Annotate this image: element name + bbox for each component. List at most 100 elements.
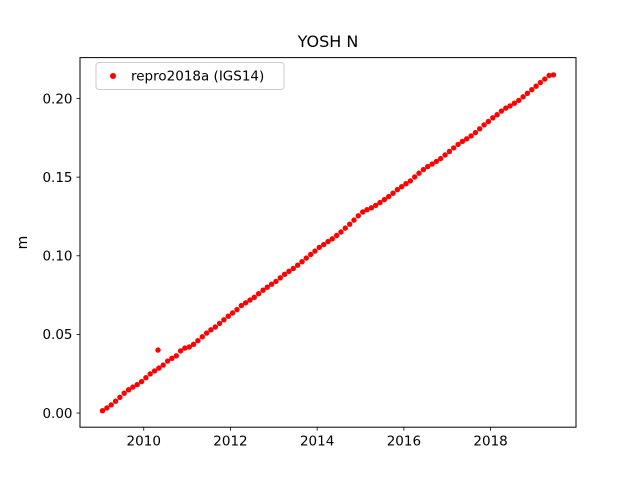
data-point [268,281,275,287]
data-point [507,103,513,109]
data-point [399,184,405,190]
data-point [542,76,548,82]
data-point [377,199,383,206]
data-point [286,268,292,274]
data-point [472,129,479,136]
data-point [368,205,375,211]
data-point [130,384,136,390]
data-point [260,287,266,293]
data-point [485,118,492,125]
data-point [394,186,401,193]
data-point [134,381,140,388]
data-point [524,90,531,97]
data-point [177,348,184,354]
data-point [112,398,119,404]
y-tick-label: 0.15 [42,170,72,186]
data-point [511,100,518,106]
data-point [104,405,110,411]
data-point [481,122,487,128]
data-point [203,330,210,336]
data-point [255,291,262,297]
data-point [494,112,500,118]
x-tick-label: 2010 [127,434,161,450]
data-point [308,251,314,258]
data-point [242,300,249,306]
data-point [459,138,466,145]
data-point [195,338,201,344]
x-tick-label: 2016 [387,434,421,450]
data-point [425,163,431,170]
data-point [342,225,348,231]
data-point [281,271,288,277]
y-tick-label: 0.10 [42,249,72,265]
data-point [316,244,322,251]
y-axis-label: m [15,236,31,250]
data-point [386,193,392,200]
data-point [338,229,344,235]
y-tick-label: 0.00 [42,406,72,422]
data-point [498,108,505,114]
x-tick-label: 2014 [300,434,334,450]
x-tick-label: 2018 [473,434,507,450]
data-point [373,202,379,209]
data-point [151,368,158,374]
data-point [364,207,370,213]
data-point [537,79,544,86]
data-point [468,133,474,139]
data-point [212,324,218,330]
data-point [407,178,414,184]
data-point [325,238,331,245]
data-point [490,115,496,121]
data-point [156,365,162,371]
data-point [412,174,418,180]
data-point [329,236,335,242]
data-point [529,87,535,93]
data-point [446,148,453,155]
data-point [438,155,444,162]
y-tick-labels: 0.00 0.05 0.10 0.15 0.20 [42,91,80,422]
data-point [238,302,244,309]
data-point [295,262,301,268]
data-point [277,275,283,281]
data-point [334,232,340,239]
data-point [147,371,153,377]
data-point [416,170,422,176]
scatter-points [99,72,557,414]
data-point [516,97,522,104]
data-point [299,259,305,265]
axes-frame [79,57,577,428]
data-point [108,402,114,408]
legend-box [95,62,285,90]
data-point [125,387,132,393]
data-point [251,294,257,300]
data-point [117,394,123,400]
data-point [403,181,409,187]
data-point [464,136,470,142]
data-point [164,358,171,364]
data-point [99,408,106,414]
data-point [290,265,296,272]
data-point [234,306,240,313]
data-point [442,152,448,158]
data-point [186,344,192,350]
data-point [533,83,539,89]
data-point [390,190,396,196]
data-point [208,327,214,333]
data-point [546,72,552,79]
data-point [351,217,357,223]
data-point [138,378,145,385]
data-point [225,313,231,319]
data-point [173,353,179,359]
data-point [312,248,318,254]
data-point [216,320,223,327]
x-tick-label: 2012 [213,434,247,450]
data-point [381,196,388,203]
legend: repro2018a (IGS14) [95,62,285,90]
data-point [264,284,270,290]
data-point [433,158,440,165]
outlier-point [155,347,161,353]
data-point [190,341,197,347]
data-point [199,334,205,340]
data-point [182,345,188,351]
data-point [229,310,236,316]
